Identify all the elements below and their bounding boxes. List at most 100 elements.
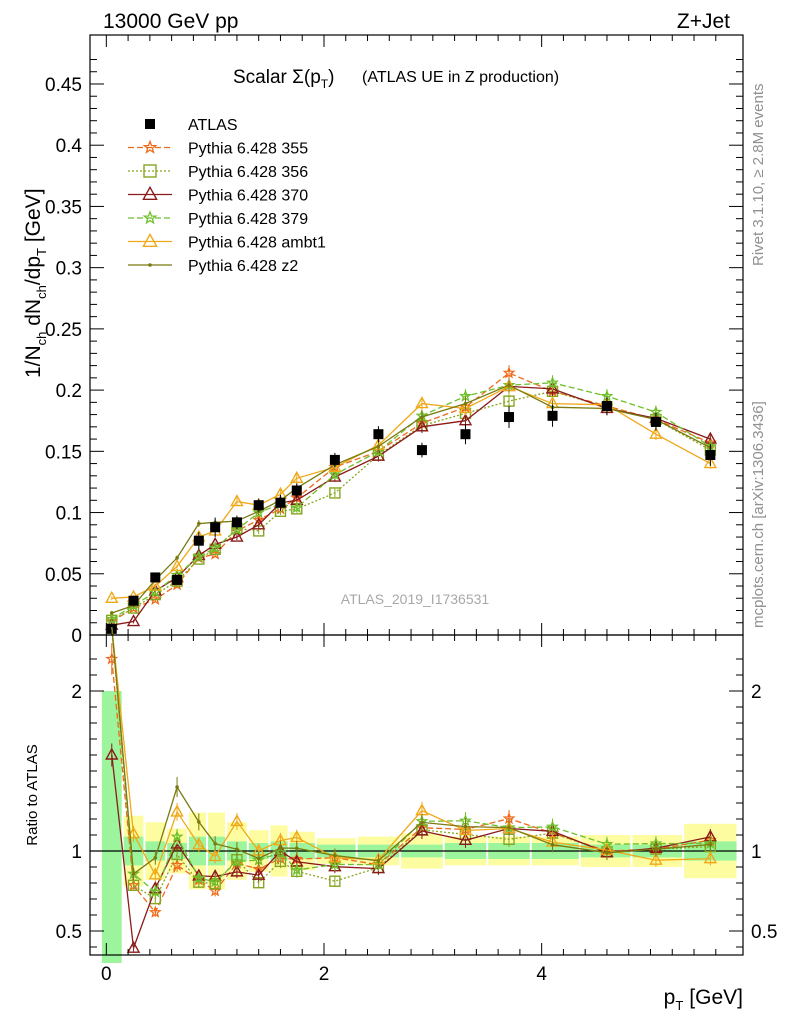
x-label-unit: [GeV] bbox=[689, 986, 743, 1009]
series-marker-3-9 bbox=[290, 500, 304, 514]
data-point-10 bbox=[329, 454, 340, 465]
series-marker-5-14 bbox=[507, 383, 511, 388]
legend-marker-0 bbox=[145, 119, 155, 129]
ratio-marker-3-9 bbox=[290, 863, 304, 876]
series-marker-5-3 bbox=[175, 556, 179, 560]
y-tick-label-ratio-right: 1 bbox=[751, 842, 762, 863]
legend-marker-1 bbox=[142, 139, 158, 154]
legend-label-5: Pythia 6.428 ambt1 bbox=[188, 235, 326, 252]
x-axis-label: pT [GeV] bbox=[664, 986, 743, 1013]
ratio-marker-2-1 bbox=[126, 940, 141, 953]
y-label-ch-sub: ch bbox=[34, 332, 49, 346]
y-label-t-sub: T bbox=[34, 248, 49, 256]
ratio-marker-3-2 bbox=[148, 884, 162, 898]
ratio-marker-5-14 bbox=[507, 825, 511, 830]
series-marker-2-7 bbox=[252, 517, 266, 530]
y-tick-label-main: 0.45 bbox=[45, 75, 82, 96]
ratio-marker-5-13 bbox=[463, 824, 468, 829]
legend-label-0: ATLAS bbox=[188, 117, 238, 134]
y-label-dp: /dp bbox=[22, 256, 45, 285]
ratio-marker-5-3 bbox=[175, 785, 179, 789]
ratio-marker-5-5 bbox=[213, 841, 217, 846]
y-label-unit: [GeV] bbox=[22, 188, 45, 248]
ratio-marker-5-6 bbox=[235, 847, 239, 852]
data-point-17 bbox=[650, 416, 661, 427]
series-line-1 bbox=[111, 390, 711, 621]
side-label-rivet: Rivet 3.1.10, ≥ 2.8M events bbox=[750, 84, 767, 267]
data-point-13 bbox=[460, 429, 471, 440]
data-point-12 bbox=[416, 445, 427, 456]
legend-label-1: Pythia 6.428 355 bbox=[188, 141, 308, 158]
series-marker-0-14 bbox=[502, 366, 516, 379]
y-label-ch-sub-2: ch bbox=[34, 285, 49, 299]
data-point-2 bbox=[150, 572, 161, 583]
y-tick-label-main: 0.25 bbox=[45, 320, 82, 341]
ratio-marker-5-8 bbox=[278, 846, 283, 850]
series-marker-2-15 bbox=[545, 381, 560, 394]
data-point-14 bbox=[504, 412, 515, 423]
data-point-5 bbox=[210, 522, 221, 533]
ratio-marker-4-3 bbox=[170, 804, 184, 817]
y-tick-label-main: 0.4 bbox=[56, 136, 83, 157]
legend-label-6: Pythia 6.428 z2 bbox=[188, 258, 298, 275]
legend-marker-6 bbox=[148, 263, 152, 267]
legend-marker-4 bbox=[142, 210, 158, 225]
ratio-marker-5-7 bbox=[256, 856, 261, 861]
chart-title-tail: ) bbox=[328, 67, 334, 88]
data-point-4 bbox=[193, 535, 204, 546]
ratio-marker-3-5 bbox=[208, 875, 222, 888]
legend-label-3: Pythia 6.428 370 bbox=[188, 188, 308, 205]
axis-ticks: 0 2 4 0 0.05 0.1 0.15 0.2 0.25 0.3 0.35 0.4 0.45 0.5 0… bbox=[45, 35, 777, 985]
series-marker-1-10 bbox=[329, 487, 341, 499]
ratio-marker-0-3 bbox=[170, 858, 184, 871]
ratio-marker-0-2 bbox=[148, 905, 162, 918]
ratio-marker-5-1 bbox=[131, 872, 136, 876]
y-tick-label-main: 0.1 bbox=[56, 504, 82, 525]
series-marker-4-2 bbox=[148, 578, 162, 591]
series-line-4 bbox=[111, 385, 711, 599]
ratio-marker-5-15 bbox=[550, 842, 555, 847]
data-point-18 bbox=[705, 450, 716, 460]
data-point-16 bbox=[601, 401, 612, 412]
ratio-marker-4-4 bbox=[192, 837, 206, 850]
series-marker-3-0 bbox=[105, 612, 119, 625]
y-axis-label-main: 1/Nch dNch/dpT [GeV] bbox=[22, 188, 49, 378]
ratio-marker-3-6 bbox=[230, 854, 244, 868]
series-line-3 bbox=[111, 382, 711, 620]
y-label-part: 1/N bbox=[22, 345, 45, 378]
x-label-p: p bbox=[664, 986, 676, 1009]
data-point-11 bbox=[373, 429, 384, 440]
ratio-marker-4-5 bbox=[208, 849, 222, 862]
series-marker-5-0 bbox=[109, 611, 114, 615]
ratio-marker-4-1 bbox=[126, 826, 141, 839]
data-point-9 bbox=[291, 485, 302, 496]
data-point-6 bbox=[231, 517, 242, 528]
series-marker-5-13 bbox=[463, 401, 468, 406]
side-label-mcplots: mcplots.cern.ch [arXiv:1306.3436] bbox=[750, 401, 767, 628]
ratio-marker-5-11 bbox=[376, 858, 381, 863]
legend-marker-2 bbox=[143, 164, 157, 178]
series-marker-5-4 bbox=[197, 521, 201, 526]
series-marker-4-13 bbox=[458, 401, 473, 414]
legend: ATLAS Pythia 6.428 355 Pythia 6.428 356 Pyt… bbox=[128, 117, 326, 275]
ratio-frame bbox=[89, 634, 744, 956]
y-tick-label-main: 0.15 bbox=[45, 442, 82, 463]
series-line-5 bbox=[111, 384, 711, 614]
series-marker-3-10 bbox=[328, 467, 342, 481]
data-point-7 bbox=[253, 500, 264, 511]
x-tick-label: 0 bbox=[101, 964, 112, 985]
plot-frames bbox=[89, 34, 744, 956]
ratio-marker-3-3 bbox=[170, 829, 184, 843]
series-marker-5-11 bbox=[376, 444, 381, 449]
series-marker-3-6 bbox=[230, 522, 244, 536]
ratio-marker-3-15 bbox=[546, 820, 560, 833]
y-tick-label-ratio: 2 bbox=[71, 682, 82, 703]
ratio-marker-2-12 bbox=[415, 823, 429, 836]
series-marker-4-3 bbox=[170, 558, 184, 572]
chart-title-sub: T bbox=[321, 77, 329, 91]
legend-label-2: Pythia 6.428 356 bbox=[188, 164, 308, 181]
ratio-marker-4-17 bbox=[649, 852, 663, 865]
ratio-marker-2-0 bbox=[105, 747, 119, 760]
ratio-marker-5-12 bbox=[420, 820, 424, 825]
